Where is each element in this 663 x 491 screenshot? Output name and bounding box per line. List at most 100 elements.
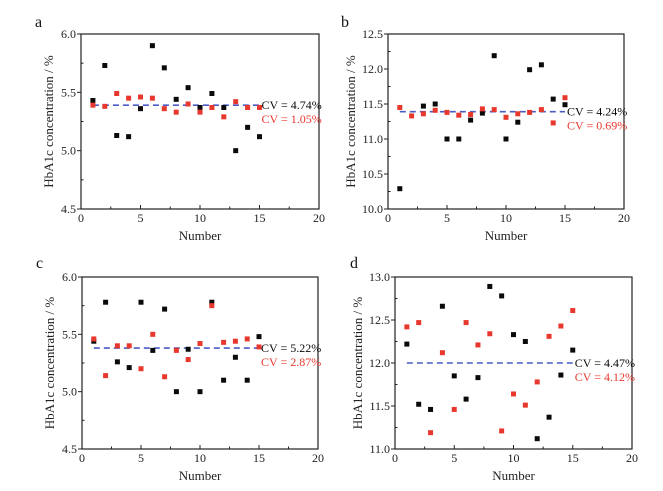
data-point-red	[550, 120, 556, 126]
data-point-red	[245, 105, 251, 110]
x-tick-label: 0	[385, 211, 391, 225]
data-point-red	[221, 339, 227, 345]
y-tick-label: 5.0	[62, 385, 77, 399]
data-point-red	[197, 341, 203, 347]
y-tick-label: 5.5	[61, 85, 76, 99]
x-tick-label: 10	[500, 211, 512, 225]
data-point-red	[114, 91, 120, 96]
panel-a: a 0 5 10 15 20 4.5 5.0 5.5 6.0 Number HbA1c concent…	[35, 14, 325, 243]
data-point-red	[257, 105, 262, 110]
data-point-red	[209, 303, 215, 309]
x-tick-label: 15	[559, 211, 571, 225]
x-tick-label: 15	[253, 451, 265, 465]
data-point-black	[444, 136, 450, 142]
data-point-red	[534, 379, 540, 385]
data-point-black	[197, 389, 203, 395]
data-point-red	[161, 106, 167, 112]
data-point-black	[256, 334, 262, 340]
y-tick-label: 12.5	[362, 27, 383, 41]
data-point-black	[232, 354, 238, 360]
data-point-red	[499, 428, 505, 434]
x-tick-label: 10	[194, 451, 206, 465]
cv-label-black: CV = 4.24%	[567, 105, 627, 119]
data-point-red	[185, 357, 191, 363]
data-point-red	[173, 109, 179, 115]
data-point-red	[197, 109, 203, 115]
data-point-red	[185, 101, 191, 107]
data-point-red	[444, 109, 450, 115]
data-point-black	[475, 375, 481, 381]
data-point-black	[432, 101, 438, 107]
data-point-red	[522, 402, 528, 408]
x-tick-label: 5	[451, 451, 457, 465]
data-point-black	[161, 65, 167, 71]
data-point-red	[221, 114, 227, 120]
y-tick-label: 12.5	[369, 313, 390, 327]
y-tick-label: 10.0	[362, 202, 383, 216]
data-point-black	[456, 136, 462, 142]
x-tick-label: 20	[618, 211, 630, 225]
data-point-red	[491, 107, 497, 113]
panel-letter: d	[350, 255, 358, 272]
data-point-black	[233, 148, 239, 154]
x-tick-label: 20	[626, 451, 638, 465]
y-axis-title: HbA1c concentration / %	[41, 55, 56, 188]
y-axis-title: HbA1c concentration / %	[42, 297, 57, 430]
data-point-black	[162, 306, 168, 312]
data-point-black	[221, 377, 227, 383]
data-point-red	[138, 94, 143, 100]
panel-letter: b	[341, 14, 349, 31]
data-point-black	[562, 102, 568, 108]
data-point-red	[138, 366, 144, 372]
cv-label-black: CV = 4.74%	[262, 98, 322, 112]
data-point-black	[558, 372, 564, 378]
data-point-red	[150, 331, 156, 337]
y-tick-label: 12.0	[369, 356, 390, 370]
data-point-black	[416, 401, 422, 407]
data-point-black	[491, 53, 497, 59]
x-tick-label: 10	[508, 451, 520, 465]
data-point-black	[503, 136, 509, 142]
data-point-red	[475, 342, 481, 348]
panel-letter: a	[35, 14, 42, 31]
y-tick-label: 11.0	[362, 132, 383, 146]
data-point-red	[487, 331, 493, 337]
data-point-black	[244, 377, 250, 383]
data-point-black	[550, 96, 556, 102]
data-point-red	[468, 112, 474, 117]
x-tick-label: 20	[313, 211, 325, 225]
x-axis-title: Number	[492, 468, 535, 483]
x-axis-title: Number	[485, 228, 528, 243]
data-point-red	[162, 374, 168, 380]
y-tick-label: 4.5	[61, 202, 76, 216]
data-point-red	[173, 347, 179, 353]
y-tick-label: 5.5	[62, 327, 77, 341]
data-point-red	[558, 323, 564, 329]
data-point-red	[114, 343, 120, 349]
data-point-black	[468, 117, 474, 123]
data-point-red	[409, 113, 415, 119]
data-point-red	[527, 109, 533, 115]
data-point-red	[404, 324, 410, 330]
data-point-black	[428, 406, 434, 412]
panel-letter: c	[36, 255, 43, 272]
x-tick-label: 10	[194, 211, 206, 225]
y-tick-label: 4.5	[62, 442, 77, 456]
data-point-black	[102, 63, 108, 68]
data-point-black	[570, 347, 576, 353]
cv-label-black: CV = 5.22%	[261, 341, 321, 355]
data-point-red	[126, 95, 132, 101]
data-point-black	[511, 332, 516, 338]
data-point-black	[397, 186, 403, 192]
y-tick-label: 10.5	[362, 167, 383, 181]
data-point-black	[185, 346, 191, 352]
data-point-red	[397, 105, 403, 110]
data-point-black	[479, 110, 485, 116]
cv-label-red: CV = 1.05%	[262, 112, 322, 126]
data-point-red	[538, 107, 544, 113]
data-point-red	[439, 350, 445, 356]
data-point-black	[138, 299, 144, 305]
data-point-red	[432, 107, 438, 113]
data-point-black	[149, 43, 155, 49]
